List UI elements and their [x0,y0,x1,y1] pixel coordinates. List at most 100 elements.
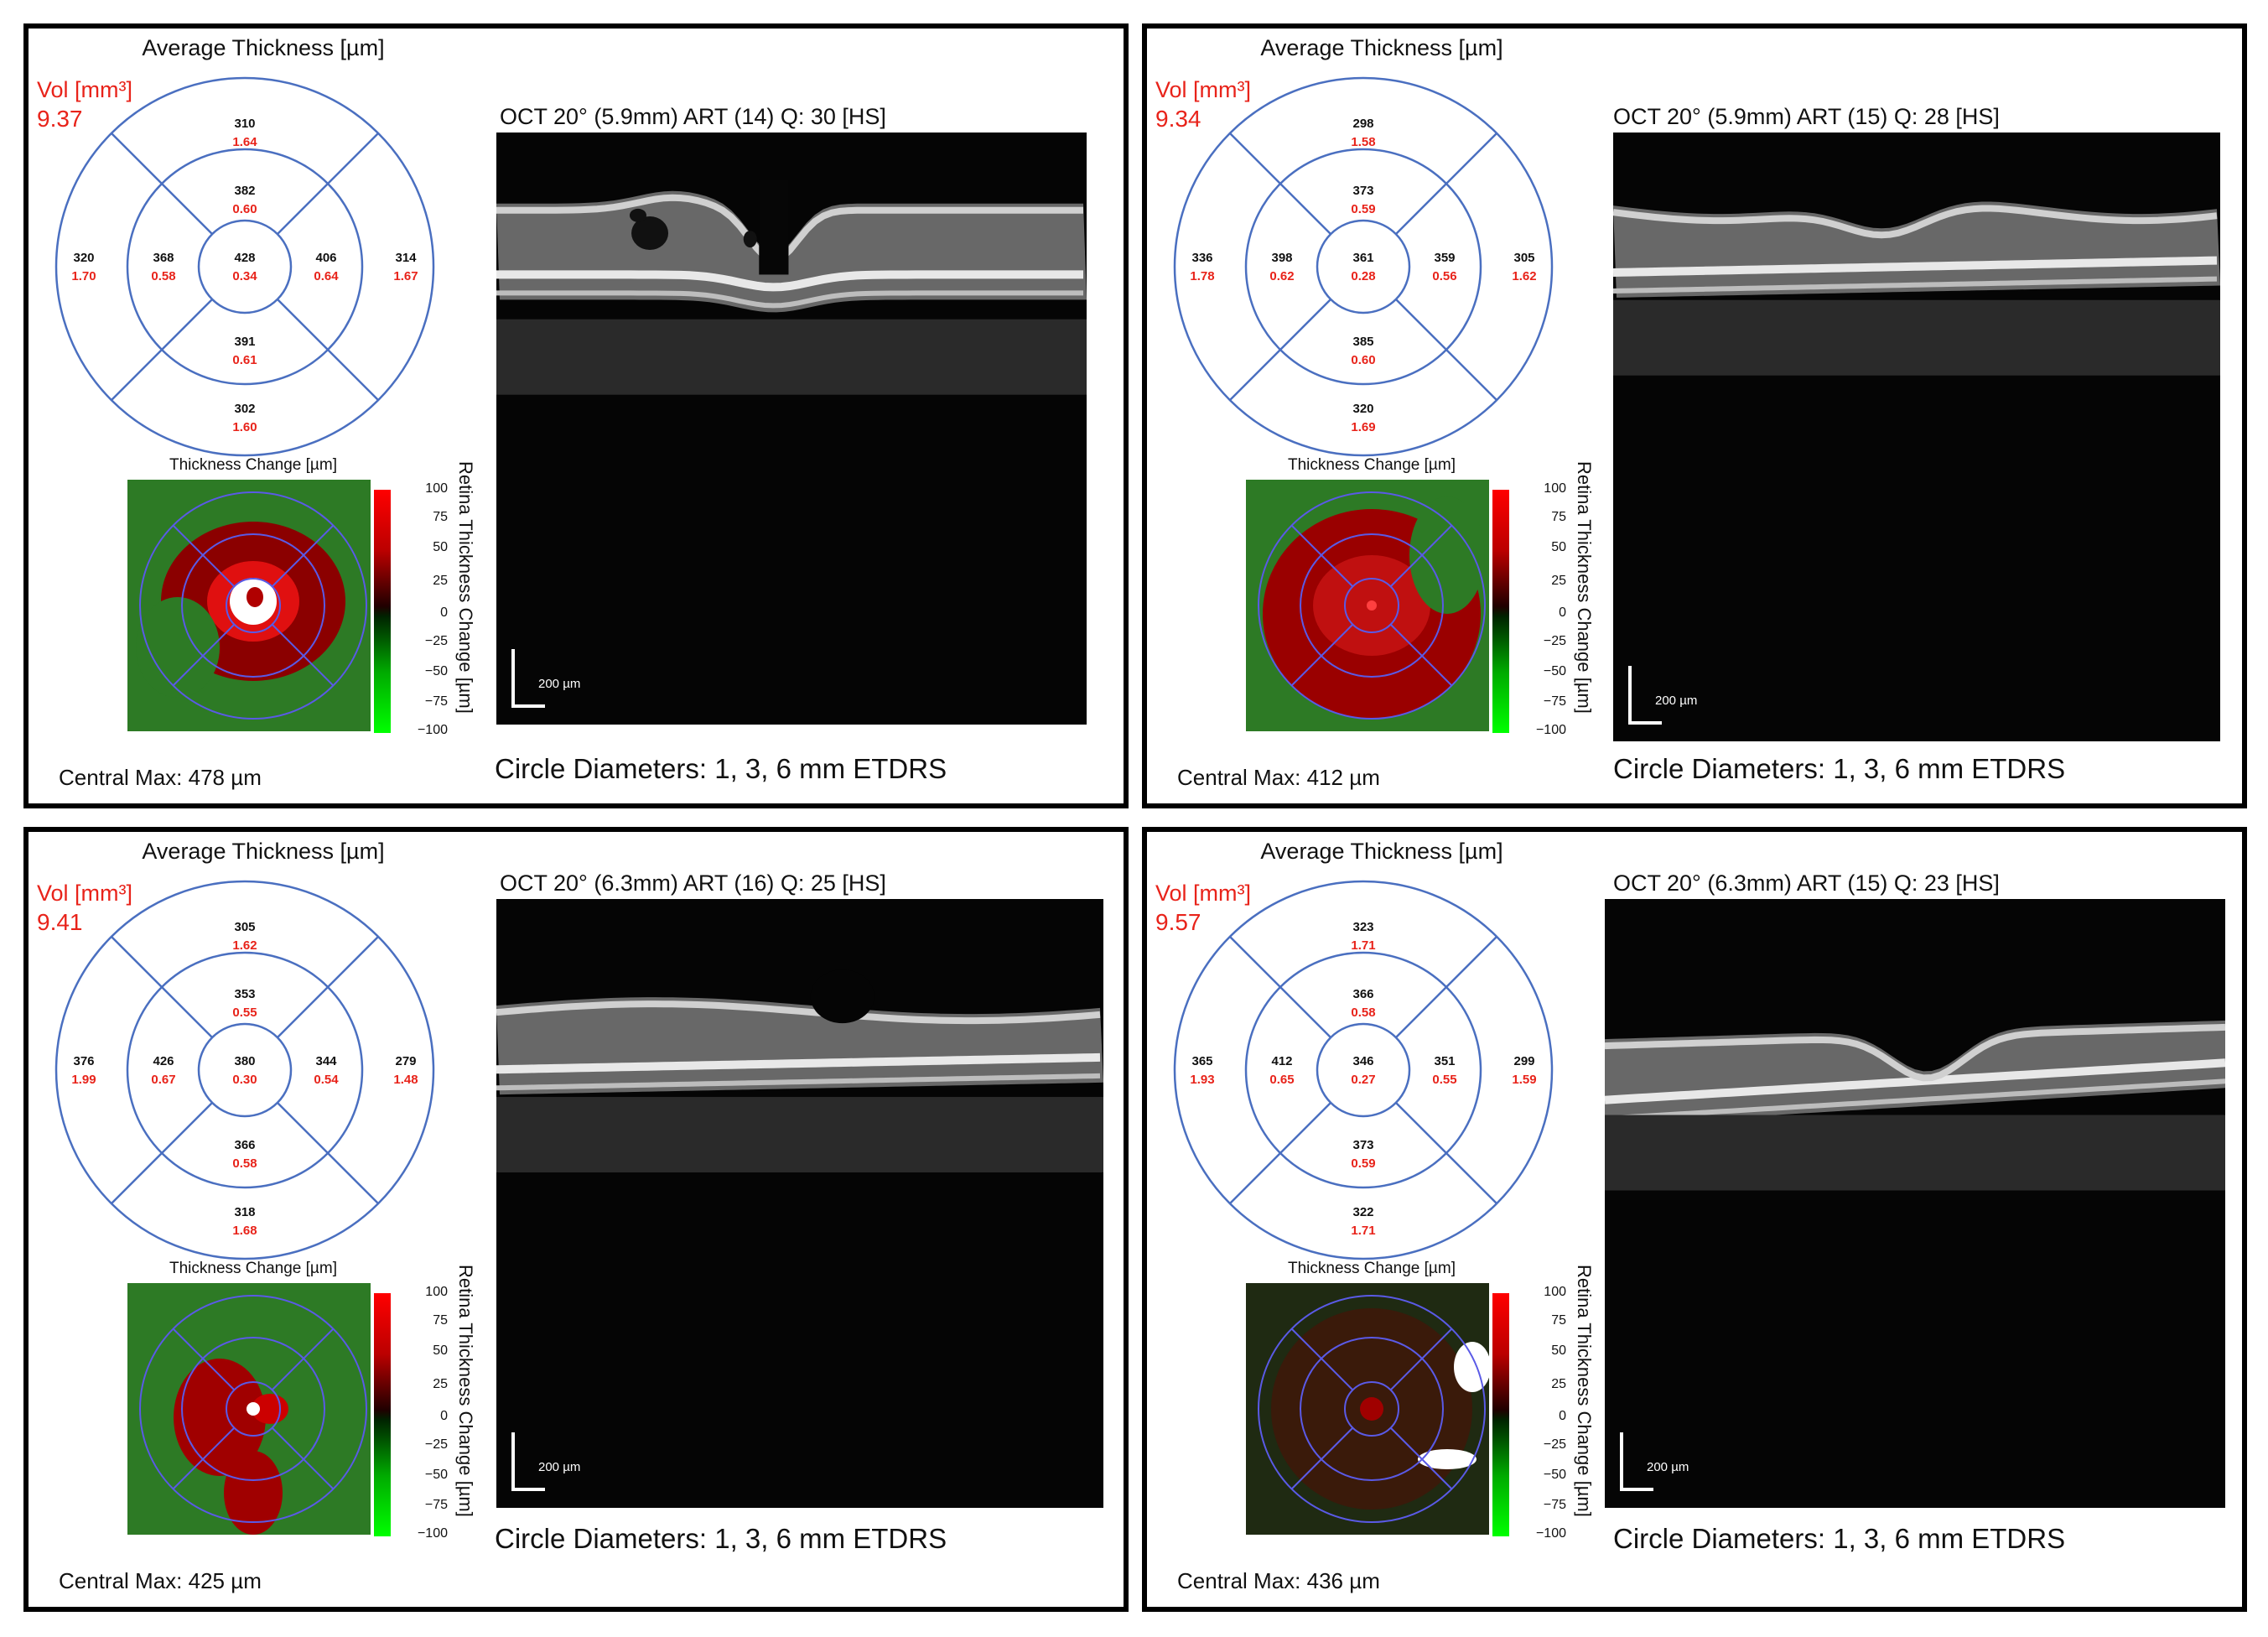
oct-scan-title: OCT 20° (6.3mm) ART (16) Q: 25 [HS] [500,870,886,896]
inner-right-thickness: 406 [315,251,336,265]
color-scale-ticks: 100 75 50 25 0 −25 −50 −75 −100 [397,481,448,737]
inner-inferior-thickness: 373 [1352,1138,1373,1152]
central-max: Central Max: 425 µm [59,1568,262,1593]
thickness-change-title: Thickness Change [µm] [1288,456,1456,474]
inner-inferior-thickness: 391 [234,335,255,349]
etdrs-divider-ne [277,133,379,235]
oct-scan-title: OCT 20° (5.9mm) ART (14) Q: 30 [HS] [500,104,886,129]
etdrs-divider-ne [1395,133,1497,235]
center-thickness: 361 [1352,251,1373,265]
outer-inferior-thickness: 302 [234,402,255,416]
etdrs-center-ring [1316,1022,1411,1118]
heatmap-outer-ring [1258,491,1486,720]
scale-tick: −100 [417,723,448,737]
etdrs-divider-se [277,299,379,401]
scale-tick: 100 [425,1285,448,1299]
oct-report-panel-3: Average Thickness [µm] Vol [mm³] 9.41 38… [23,827,1129,1612]
inner-right-thickness: 359 [1434,251,1455,265]
color-scale-ticks: 100 75 50 25 0 −25 −50 −75 −100 [397,1285,448,1541]
scale-tick: 50 [433,540,448,554]
retina-thickness-change-label: Retina Thickness Change [µm] [1574,461,1595,714]
scale-bar-marker [1628,666,1662,725]
outer-superior-thickness: 298 [1352,117,1373,131]
etdrs-outer-ring [1173,76,1554,457]
scale-tick: −25 [1543,1437,1566,1452]
scale-tick: −25 [1543,634,1566,648]
etdrs-divider-nw [111,936,213,1038]
etdrs-divider-nw [1229,936,1331,1038]
scale-tick: 0 [440,1409,448,1423]
choroid-layer [1605,1115,2225,1191]
oct-report-panel-4: Average Thickness [µm] Vol [mm³] 9.57 34… [1142,827,2247,1612]
central-max: Central Max: 436 µm [1177,1568,1380,1593]
scale-tick: −50 [424,664,448,678]
outer-inferior-volume: 1.71 [1351,1224,1375,1238]
center-thickness: 428 [234,251,255,265]
retina-thickness-change-label: Retina Thickness Change [µm] [455,1265,476,1517]
scale-tick: 0 [1559,1409,1566,1423]
scale-bar-marker [511,1432,545,1491]
rpe-band [496,1052,1101,1074]
outer-right-thickness: 279 [395,1054,416,1068]
rpe-band [496,270,1083,292]
thickness-color-scale [1492,1293,1509,1536]
heatmap-center-ring [226,1381,281,1437]
etdrs-thickness-grid: 361 0.28 373 0.59 385 0.60 398 0.62 359 … [1173,76,1554,457]
heatmap-center-ring [226,578,281,633]
center-volume: 0.28 [1351,269,1375,283]
volume-label: Vol [mm³] [1155,881,1252,906]
volume-label: Vol [mm³] [37,881,133,906]
oct-scan-title: OCT 20° (5.9mm) ART (15) Q: 28 [HS] [1613,104,2000,129]
thickness-change-title: Thickness Change [µm] [1288,1260,1456,1277]
oct-bscan-image: 200 µm [1605,899,2225,1508]
heatmap-inner-ring [181,1337,325,1481]
inner-left-volume: 0.67 [151,1073,175,1087]
inner-left-thickness: 398 [1271,251,1292,265]
scale-bar-marker [511,649,545,708]
heatmap-outer-ring [139,1295,367,1523]
inner-inferior-volume: 0.61 [232,353,257,367]
outer-left-volume: 1.99 [71,1073,96,1087]
etdrs-outer-ring [1173,880,1554,1260]
heatmap-center-ring [1344,578,1399,633]
heatmap-inner-ring [1300,1337,1444,1481]
rpe-band [1605,1058,2225,1104]
thickness-color-scale [1492,490,1509,733]
volume-label: Vol [mm³] [1155,77,1252,102]
outer-left-thickness: 365 [1191,1054,1212,1068]
scale-tick: 25 [1551,1377,1566,1391]
scale-tick: 50 [1551,1343,1566,1358]
etdrs-divider-sw [1229,299,1331,401]
etdrs-thickness-grid: 380 0.30 353 0.55 366 0.58 426 0.67 344 … [54,880,435,1260]
volume-label: Vol [mm³] [37,77,133,102]
inner-right-thickness: 344 [315,1054,337,1068]
inner-superior-thickness: 373 [1352,184,1373,198]
etdrs-divider-ne [1395,936,1497,1038]
thickness-change-title: Thickness Change [µm] [169,456,337,474]
thickness-color-scale [374,1293,391,1536]
inner-inferior-thickness: 366 [234,1138,255,1152]
oct-bscan-image: 200 µm [496,133,1087,725]
scale-bar-marker [1620,1432,1653,1491]
oct-report-panel-1: Average Thickness [µm] Vol [mm³] 9.37 42… [23,23,1129,808]
inner-right-volume: 0.64 [314,269,339,283]
thickness-change-title: Thickness Change [µm] [169,1260,337,1277]
scale-tick: 25 [1551,574,1566,588]
oct-scan-title: OCT 20° (6.3mm) ART (15) Q: 23 [HS] [1613,870,2000,896]
scale-tick: 75 [433,1313,448,1328]
inner-left-volume: 0.65 [1269,1073,1294,1087]
scale-tick: −50 [424,1468,448,1482]
inner-superior-volume: 0.60 [232,202,257,216]
choroid-layer [1613,299,2220,376]
scale-tick: 50 [433,1343,448,1358]
scale-tick: −50 [1543,1468,1566,1482]
scale-tick: −75 [424,694,448,709]
etdrs-center-ring [197,1022,293,1118]
inner-superior-volume: 0.55 [232,1006,257,1020]
scale-tick: 0 [440,605,448,620]
outer-superior-volume: 1.58 [1351,135,1375,149]
outer-inferior-volume: 1.69 [1351,420,1375,434]
scale-tick: −25 [424,1437,448,1452]
inner-inferior-thickness: 385 [1352,335,1373,349]
scale-tick: 100 [1544,481,1566,496]
